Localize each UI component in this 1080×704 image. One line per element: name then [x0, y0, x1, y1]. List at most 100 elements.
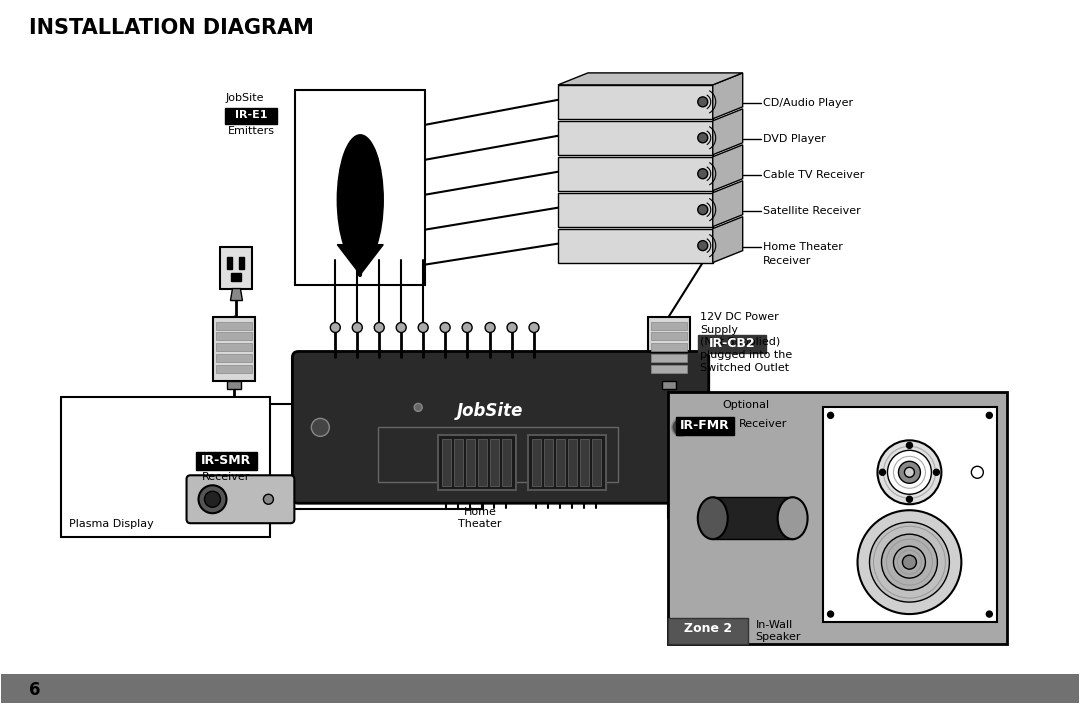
- Bar: [558, 157, 713, 191]
- Text: Switched Outlet: Switched Outlet: [700, 363, 788, 373]
- Polygon shape: [558, 73, 743, 85]
- Bar: [231, 272, 242, 281]
- Circle shape: [879, 470, 886, 475]
- Bar: [651, 322, 687, 329]
- Bar: [648, 317, 690, 382]
- Bar: [295, 90, 426, 284]
- Circle shape: [903, 555, 917, 569]
- Circle shape: [986, 611, 993, 617]
- Text: In-Wall: In-Wall: [756, 620, 793, 630]
- Bar: [698, 336, 766, 353]
- Text: 6: 6: [29, 681, 40, 699]
- FancyBboxPatch shape: [293, 351, 708, 503]
- Bar: [651, 332, 687, 341]
- Bar: [216, 332, 253, 341]
- Text: Optional: Optional: [723, 401, 770, 410]
- Bar: [240, 257, 244, 269]
- Bar: [60, 397, 270, 537]
- Bar: [214, 317, 256, 382]
- Bar: [580, 439, 589, 486]
- Bar: [467, 439, 475, 486]
- Text: Emitters: Emitters: [228, 126, 275, 136]
- Text: IR-CB2: IR-CB2: [708, 337, 755, 351]
- Bar: [228, 257, 232, 269]
- Polygon shape: [713, 217, 743, 263]
- Circle shape: [375, 322, 384, 332]
- Circle shape: [264, 494, 273, 504]
- Bar: [823, 408, 997, 622]
- Bar: [592, 439, 600, 486]
- Circle shape: [415, 403, 422, 411]
- Polygon shape: [713, 181, 743, 227]
- Text: Plasma Display: Plasma Display: [69, 520, 153, 529]
- Bar: [442, 439, 451, 486]
- Circle shape: [462, 322, 472, 332]
- Circle shape: [698, 133, 707, 143]
- Circle shape: [485, 322, 495, 332]
- Text: IR-FMR: IR-FMR: [680, 420, 730, 432]
- Text: Zone 2: Zone 2: [684, 622, 732, 635]
- Bar: [228, 382, 242, 389]
- Circle shape: [869, 522, 949, 602]
- Text: CD/Audio Player: CD/Audio Player: [762, 98, 853, 108]
- Text: DVD Player: DVD Player: [762, 134, 825, 144]
- Polygon shape: [713, 145, 743, 191]
- Text: JobSite: JobSite: [457, 403, 524, 420]
- Circle shape: [877, 440, 942, 504]
- Circle shape: [396, 322, 406, 332]
- Circle shape: [827, 413, 834, 418]
- Polygon shape: [713, 73, 743, 119]
- Circle shape: [441, 322, 450, 332]
- Text: Receiver: Receiver: [739, 420, 787, 429]
- Circle shape: [827, 611, 834, 617]
- Bar: [490, 439, 499, 486]
- Circle shape: [352, 322, 362, 332]
- Circle shape: [204, 491, 220, 508]
- Text: Supply: Supply: [700, 325, 738, 334]
- Bar: [558, 85, 713, 119]
- Text: 12V DC Power: 12V DC Power: [700, 312, 779, 322]
- Ellipse shape: [778, 497, 808, 539]
- Bar: [651, 344, 687, 351]
- Circle shape: [904, 467, 915, 477]
- Circle shape: [893, 546, 926, 578]
- Circle shape: [672, 418, 690, 436]
- Bar: [438, 435, 516, 490]
- Ellipse shape: [337, 134, 383, 265]
- Bar: [544, 439, 553, 486]
- Bar: [502, 439, 511, 486]
- Circle shape: [906, 496, 913, 502]
- Circle shape: [971, 466, 983, 478]
- Bar: [1, 674, 1079, 703]
- Bar: [378, 427, 618, 482]
- Circle shape: [330, 322, 340, 332]
- Text: plugged into the: plugged into the: [700, 351, 792, 360]
- Circle shape: [906, 442, 913, 448]
- Text: Home Theater: Home Theater: [762, 241, 842, 251]
- Circle shape: [698, 241, 707, 251]
- Text: INSTALLATION DIAGRAM: INSTALLATION DIAGRAM: [29, 18, 313, 38]
- Bar: [226, 108, 278, 124]
- Circle shape: [986, 413, 993, 418]
- Bar: [651, 365, 687, 373]
- Text: Receiver: Receiver: [202, 472, 251, 482]
- Bar: [558, 193, 713, 227]
- Bar: [195, 452, 257, 470]
- Bar: [667, 618, 747, 644]
- Bar: [216, 344, 253, 351]
- Circle shape: [507, 322, 517, 332]
- Bar: [528, 435, 606, 490]
- Text: Satellite Receiver: Satellite Receiver: [762, 206, 861, 215]
- FancyBboxPatch shape: [187, 475, 295, 523]
- Bar: [667, 392, 1008, 644]
- Bar: [558, 121, 713, 155]
- Polygon shape: [230, 289, 242, 301]
- Circle shape: [311, 418, 329, 436]
- Circle shape: [858, 510, 961, 614]
- Circle shape: [888, 451, 931, 494]
- Bar: [568, 439, 577, 486]
- Text: Home
Theater: Home Theater: [458, 508, 502, 529]
- Bar: [713, 497, 793, 539]
- Text: JobSite: JobSite: [226, 93, 264, 103]
- Circle shape: [881, 534, 937, 590]
